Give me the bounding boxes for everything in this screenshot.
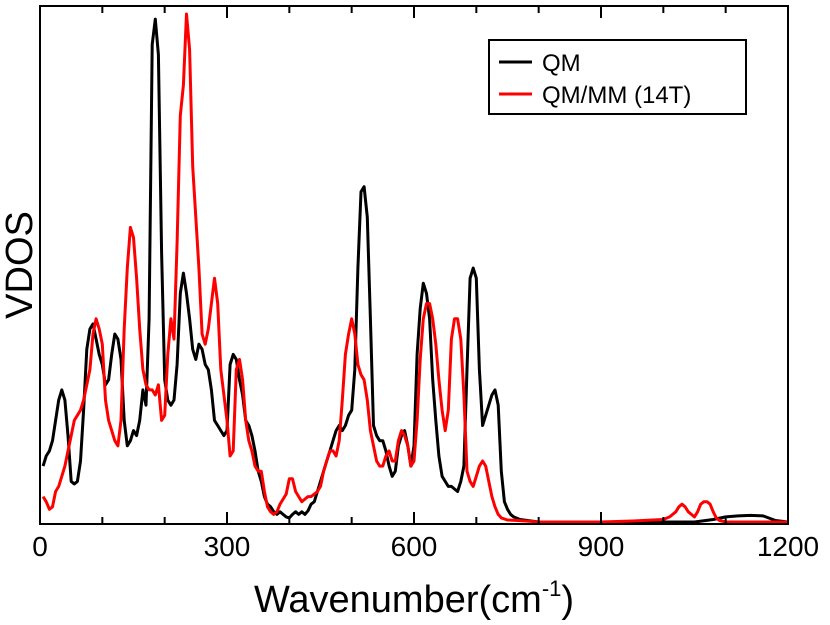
legend-label-qmmm: QM/MM (14T): [542, 82, 691, 109]
legend-box: [488, 39, 747, 115]
x-tick-label-900: 900: [578, 531, 625, 562]
series-line-qm: [41, 17, 789, 524]
x-tick-label-0: 0: [32, 531, 48, 562]
x-tick-label-600: 600: [391, 531, 438, 562]
y-axis-label: VDOS: [0, 211, 41, 319]
x-axis-label-suffix: ): [561, 579, 574, 621]
x-axis-label-main: Wavenumber(cm: [254, 579, 542, 621]
series-layer: [41, 12, 789, 524]
x-axis-label: Wavenumber(cm-1): [254, 576, 574, 621]
series-line-qmmm: [41, 12, 788, 524]
x-tick-label-1200: 1200: [757, 531, 819, 562]
legend-label-qm: QM: [542, 50, 581, 77]
legend: QM QM/MM (14T): [488, 39, 747, 115]
ticks-layer: 0 300 600 900 1200: [32, 6, 819, 562]
x-axis-label-superscript: -1: [542, 576, 562, 601]
x-tick-label-300: 300: [204, 531, 251, 562]
